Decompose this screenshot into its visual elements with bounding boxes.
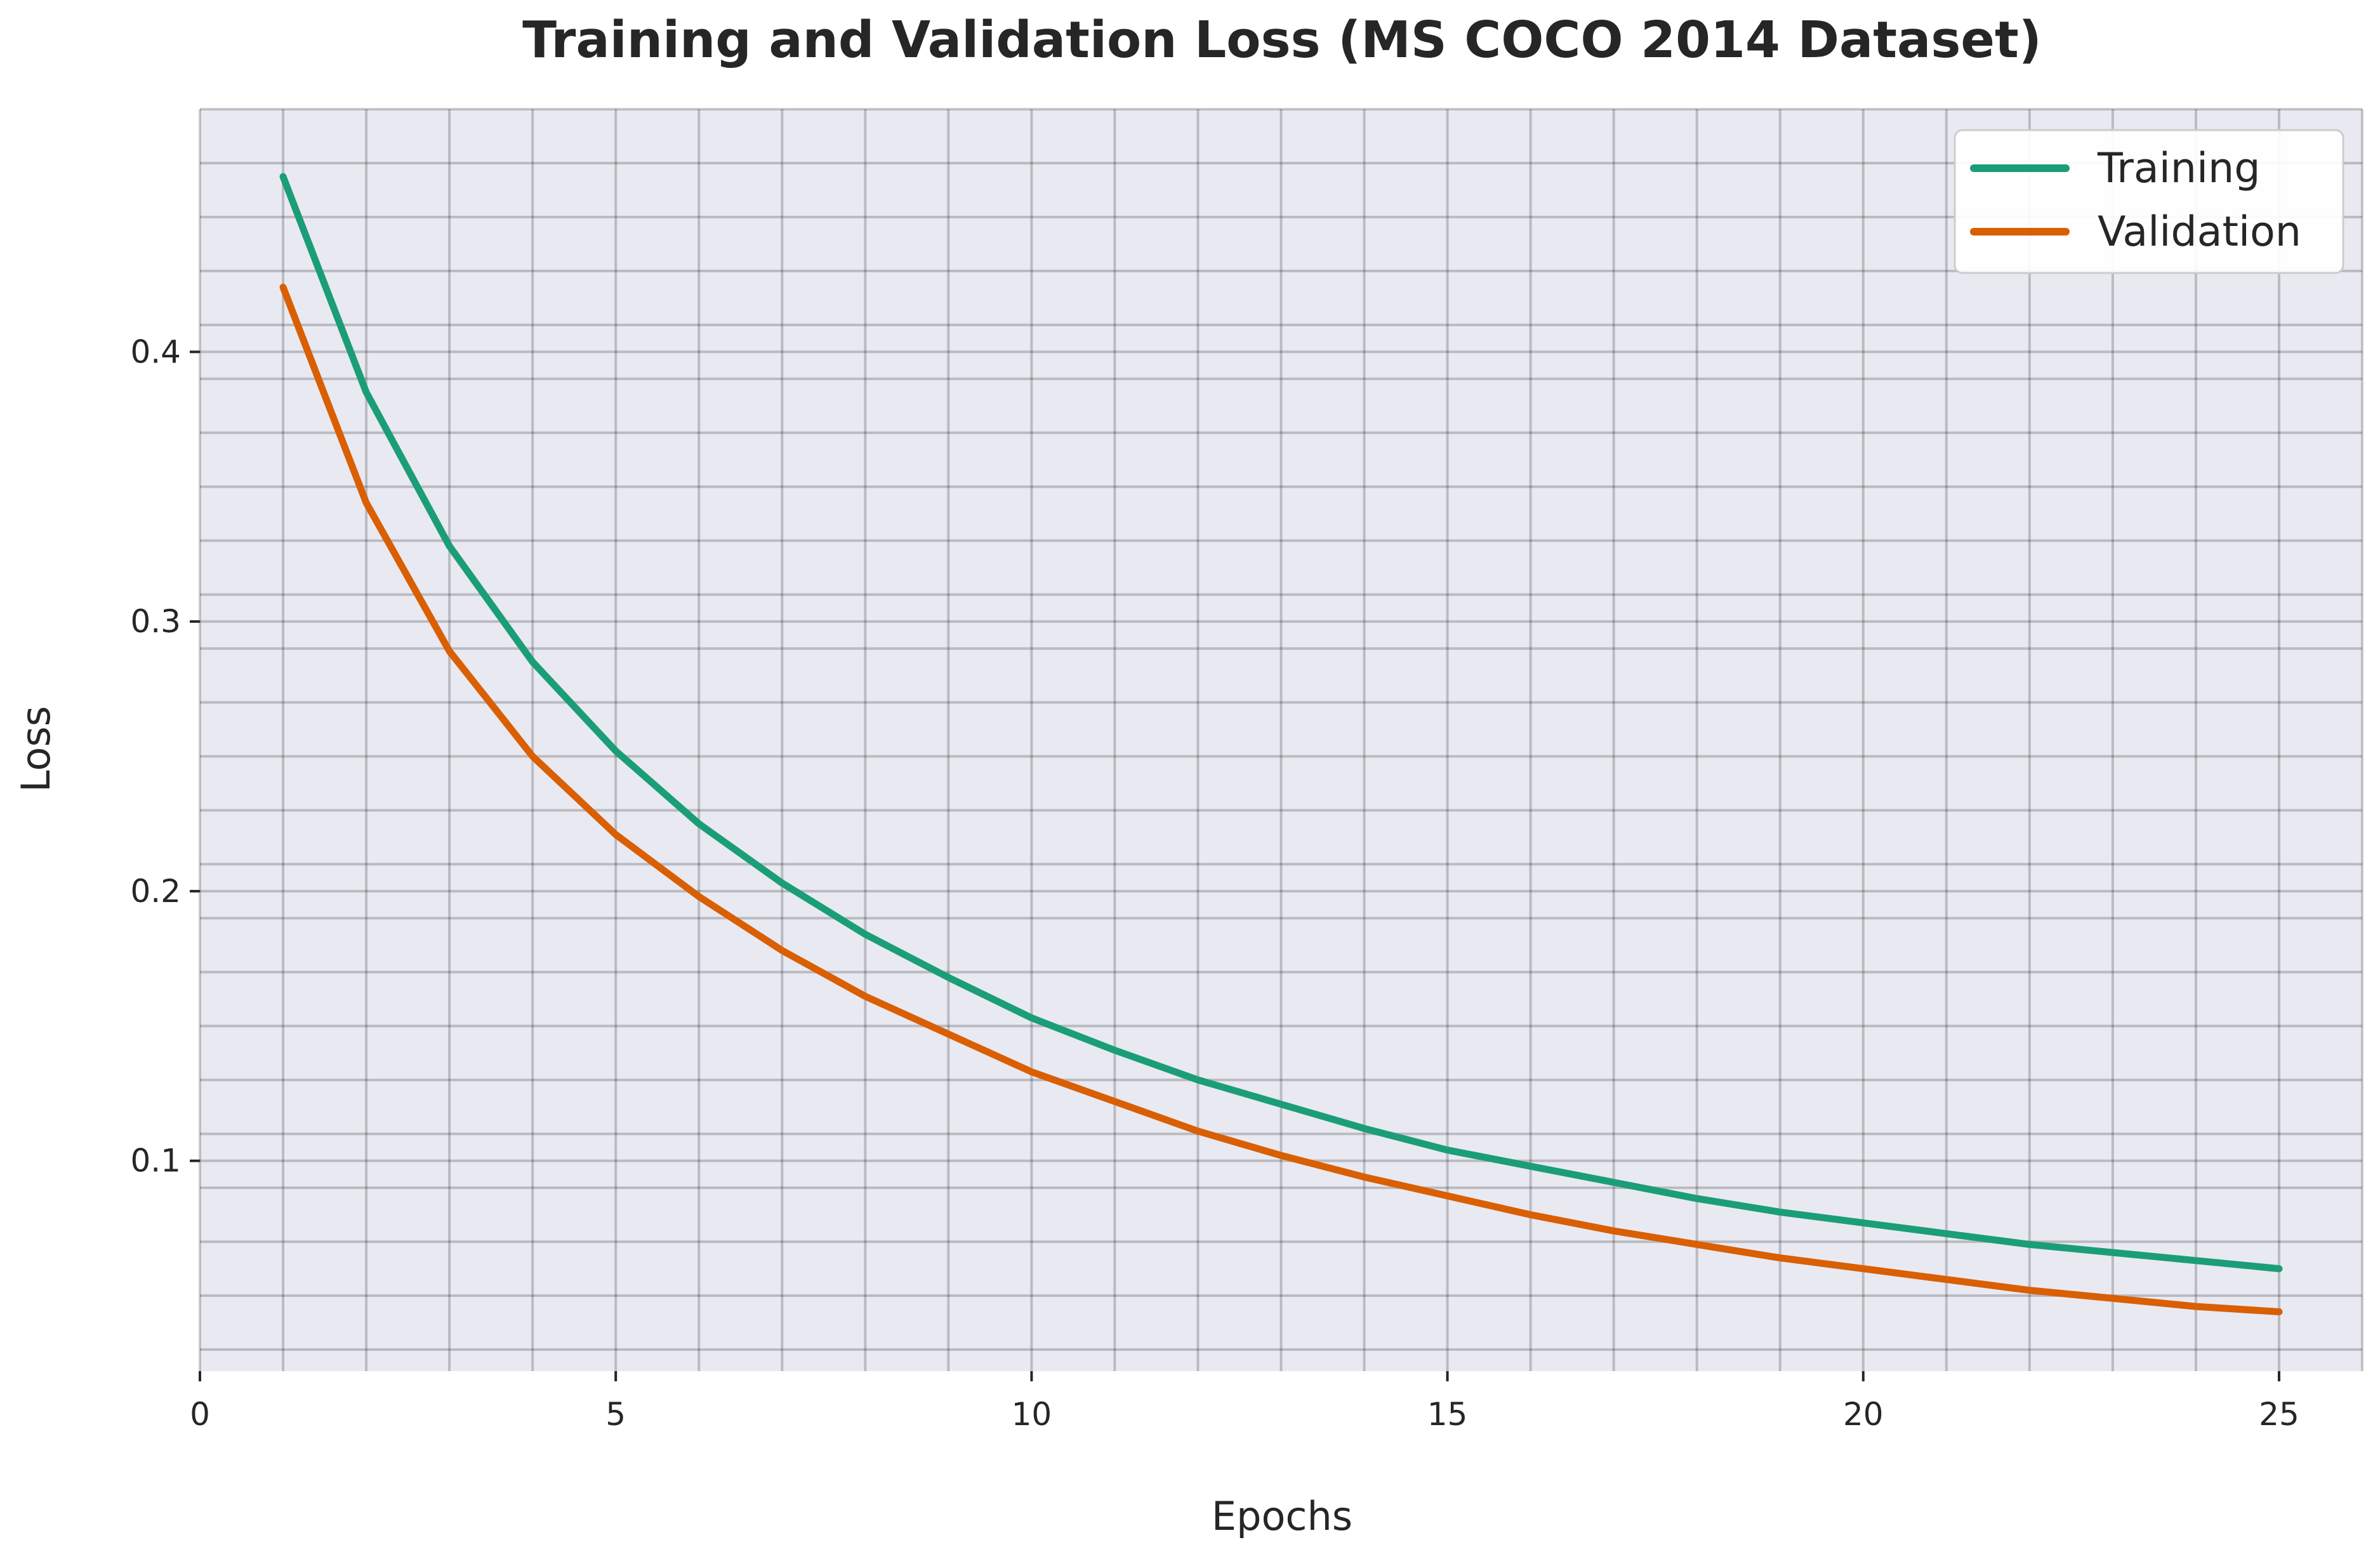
minor-grid [200, 108, 2363, 1371]
y-tick-label: 0.1 [130, 1143, 181, 1179]
x-tick-label: 20 [1843, 1396, 1884, 1433]
y-tick-label: 0.2 [130, 873, 181, 910]
x-axis-label: Epochs [1212, 1493, 1352, 1539]
major-grid [199, 109, 2362, 1371]
y-axis-label: Loss [13, 706, 59, 792]
y-tick-label: 0.4 [130, 333, 181, 370]
y-tick-label: 0.3 [130, 603, 181, 640]
chart-title: Training and Validation Loss (MS COCO 20… [522, 11, 2042, 69]
legend-label-training: Training [2097, 145, 2260, 192]
legend: Training Validation [1954, 129, 2344, 274]
x-tick-label: 0 [190, 1396, 210, 1433]
series-layer [279, 173, 2283, 1315]
x-tick-label: 10 [1012, 1396, 1052, 1433]
x-axis-ticks: 0 5 10 15 20 25 [190, 1371, 2299, 1433]
series-line-validation [279, 283, 2283, 1315]
y-axis-ticks: 0.1 0.2 0.3 0.4 [130, 333, 200, 1179]
x-tick-label: 25 [2259, 1396, 2299, 1433]
x-tick-label: 5 [605, 1396, 626, 1433]
plot-area [200, 109, 2362, 1371]
series-line-training [279, 173, 2283, 1273]
legend-label-validation: Validation [2098, 208, 2301, 256]
x-tick-label: 15 [1427, 1396, 1468, 1433]
